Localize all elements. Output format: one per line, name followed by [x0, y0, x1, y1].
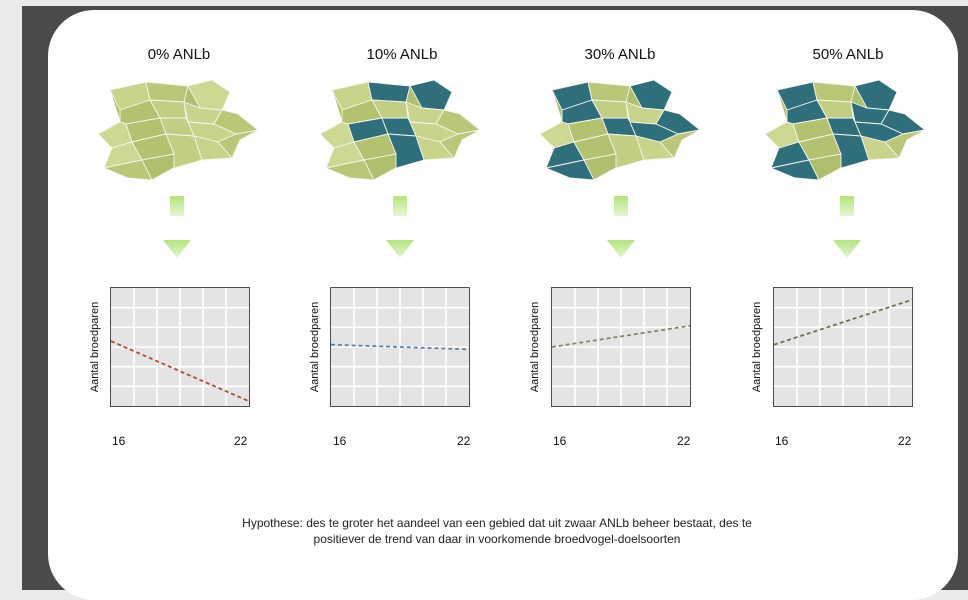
field-parcel: [884, 129, 926, 159]
trend-chart-1: [330, 287, 470, 407]
field-parcel: [187, 79, 231, 111]
heavy-anlb-parcel: [409, 79, 453, 111]
down-arrow-1: [386, 196, 414, 258]
field-parcel: [659, 129, 701, 159]
trend-chart-0: [110, 287, 250, 407]
arrow-shaft: [393, 196, 407, 216]
heavy-anlb-parcel: [629, 79, 673, 111]
x-tick-max-0: 22: [234, 434, 248, 448]
y-axis-label-0: Aantal broedparen: [89, 301, 101, 393]
field-parcel: [415, 135, 455, 161]
x-tick-max-1: 22: [457, 434, 471, 448]
arrow-shaft: [614, 196, 628, 216]
arrow-head: [163, 240, 191, 258]
field-parcel: [439, 129, 481, 159]
x-tick-min-1: 16: [333, 434, 347, 448]
heavy-anlb-parcel: [769, 159, 820, 181]
down-arrow-0: [163, 196, 191, 258]
heavy-anlb-parcel: [387, 133, 425, 169]
arrow-head: [833, 240, 861, 258]
field-map-0: [97, 79, 260, 181]
trend-line: [111, 340, 249, 403]
arrow-shaft: [840, 196, 854, 216]
x-tick-min-2: 16: [553, 434, 567, 448]
field-parcel: [145, 81, 189, 103]
heavy-anlb-parcel: [544, 159, 595, 181]
x-tick-max-2: 22: [677, 434, 691, 448]
panel-label-3: 50% ANLb: [812, 46, 884, 63]
field-parcel: [860, 135, 900, 161]
field-parcel: [812, 81, 856, 103]
field-map-1: [319, 79, 482, 181]
panel-label-2: 30% ANLb: [584, 46, 656, 63]
field-map-2: [539, 79, 702, 181]
field-parcel: [217, 129, 259, 159]
down-arrow-3: [833, 196, 861, 258]
heavy-anlb-parcel: [367, 81, 411, 103]
trend-chart-2: [551, 287, 691, 407]
field-parcel: [587, 81, 631, 103]
arrow-head: [386, 240, 414, 258]
field-parcel: [193, 135, 233, 161]
trend-line: [774, 298, 912, 346]
trend-line: [552, 324, 690, 348]
heavy-anlb-parcel: [832, 133, 870, 169]
y-axis-label-1: Aantal broedparen: [309, 301, 321, 393]
arrow-shaft: [170, 196, 184, 216]
field-parcel: [102, 159, 153, 181]
y-axis-label-2: Aantal broedparen: [529, 301, 541, 393]
down-arrow-2: [607, 196, 635, 258]
field-parcel: [324, 159, 375, 181]
field-parcel: [635, 135, 675, 161]
field-parcel: [607, 133, 645, 169]
hypothesis-caption: Hypothese: des te groter het aandeel van…: [242, 516, 752, 546]
arrow-head: [607, 240, 635, 258]
x-tick-max-3: 22: [898, 434, 912, 448]
trend-chart-3: [773, 287, 913, 407]
y-axis-label-3: Aantal broedparen: [751, 301, 763, 393]
field-parcel: [165, 133, 203, 169]
panel-label-0: 0% ANLb: [147, 46, 211, 63]
heavy-anlb-parcel: [854, 79, 898, 111]
x-tick-min-3: 16: [775, 434, 789, 448]
panel-label-1: 10% ANLb: [366, 46, 438, 63]
field-map-3: [764, 79, 927, 181]
trend-line: [331, 343, 469, 351]
x-tick-min-0: 16: [112, 434, 126, 448]
